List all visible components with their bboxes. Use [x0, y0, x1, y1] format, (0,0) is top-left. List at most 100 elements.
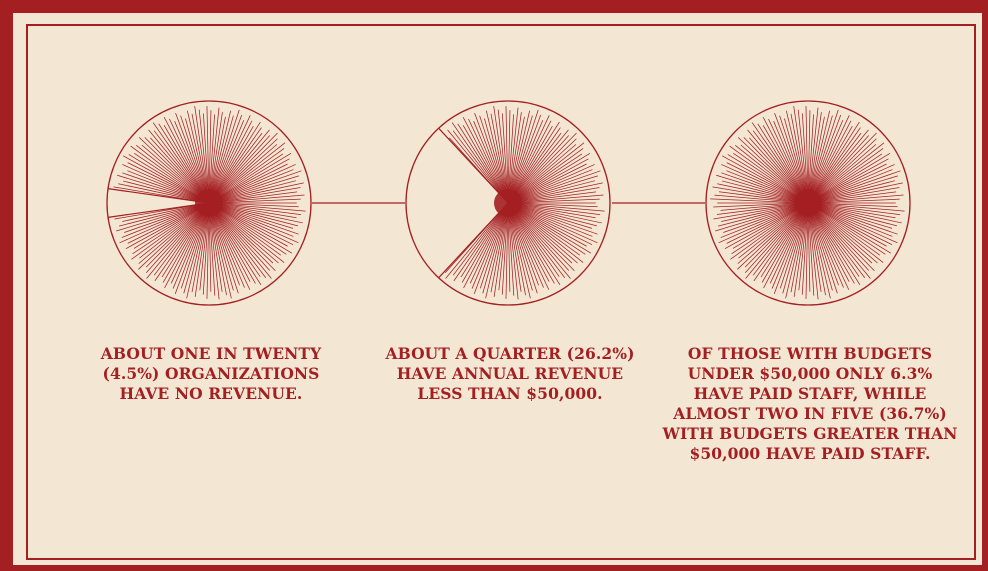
- radial-spoke: [473, 202, 509, 294]
- radial-spoke: [713, 202, 809, 220]
- radial-spoke: [726, 170, 809, 204]
- radial-spoke: [807, 202, 901, 216]
- radial-spoke: [208, 164, 296, 204]
- radial-spoke: [807, 182, 903, 204]
- radial-spoke: [807, 202, 839, 286]
- radial-spoke: [807, 138, 877, 204]
- radial-spoke: [752, 202, 809, 276]
- radial-spoke: [453, 202, 509, 282]
- radial-chart-no-revenue: [106, 100, 312, 306]
- radial-spoke: [752, 130, 809, 204]
- radial-spoke: [807, 202, 826, 296]
- radial-spoke: [498, 202, 509, 291]
- radial-spoke: [208, 202, 240, 286]
- radial-spoke: [208, 202, 245, 288]
- radial-spoke: [208, 202, 232, 299]
- radial-spoke: [208, 142, 286, 204]
- radial-spoke: [208, 115, 251, 204]
- radial-spoke: [507, 202, 593, 229]
- radial-spoke: [208, 148, 285, 204]
- radial-spoke: [507, 202, 522, 292]
- radial-spoke: [485, 110, 509, 204]
- radial-spoke: [807, 132, 862, 204]
- radial-spoke: [208, 202, 299, 244]
- radial-spoke: [807, 202, 811, 292]
- radial-spoke: [202, 113, 210, 204]
- radial-spoke: [208, 202, 302, 216]
- slice-edge: [107, 202, 210, 218]
- radial-spoke: [726, 202, 809, 244]
- radial-spoke: [208, 127, 262, 204]
- radial-spoke: [735, 145, 809, 204]
- radial-spoke: [208, 202, 261, 277]
- radial-spoke: [507, 202, 586, 255]
- radial-spoke: [507, 202, 538, 294]
- radial-spoke: [507, 158, 589, 204]
- radial-spoke: [208, 202, 256, 284]
- radial-spoke: [807, 202, 886, 255]
- radial-spoke: [121, 202, 210, 238]
- radial-spoke: [793, 106, 809, 204]
- radial-spoke: [507, 120, 552, 204]
- radial-spoke: [507, 202, 578, 264]
- radial-spoke: [208, 138, 278, 204]
- radial-spoke: [208, 129, 270, 204]
- radial-spoke: [208, 202, 299, 208]
- radial-spoke: [716, 202, 809, 215]
- radial-spoke: [807, 202, 860, 277]
- radial-spoke: [807, 202, 850, 282]
- radial-spoke: [127, 162, 210, 204]
- radial-spoke: [721, 180, 809, 204]
- radial-spoke: [507, 202, 566, 278]
- radial-spoke: [208, 202, 303, 224]
- radial-spoke: [807, 202, 892, 254]
- radial-spoke: [807, 175, 898, 204]
- radial-spoke: [194, 106, 210, 204]
- radial-spoke: [721, 164, 809, 204]
- radial-spoke: [807, 202, 855, 284]
- radial-spoke: [125, 202, 210, 250]
- radial-spoke: [153, 202, 210, 276]
- radial-spoke: [208, 202, 271, 271]
- radial-spoke: [807, 129, 869, 204]
- radial-spoke: [185, 118, 210, 204]
- radial-spoke: [507, 114, 542, 204]
- radial-spoke: [462, 116, 509, 204]
- radial-spoke: [753, 202, 809, 282]
- radial-spoke: [208, 202, 294, 246]
- radial-spoke: [807, 158, 889, 204]
- radial-spoke: [208, 153, 292, 204]
- radial-spoke: [134, 153, 210, 204]
- radial-spoke: [807, 202, 838, 294]
- radial-spoke: [208, 112, 223, 204]
- radial-spoke: [507, 202, 544, 288]
- radial-spoke: [713, 202, 809, 208]
- radial-spoke: [774, 112, 809, 204]
- radial-spoke: [769, 202, 809, 284]
- radial-spoke: [208, 202, 251, 282]
- radial-spoke: [779, 115, 809, 204]
- radial-spoke: [138, 137, 210, 204]
- radial-spoke: [452, 202, 509, 276]
- radial-spoke: [807, 109, 839, 204]
- radial-spoke: [507, 142, 585, 204]
- radial-spoke: [768, 118, 809, 204]
- radial-spoke: [507, 115, 533, 204]
- radial-spoke: [122, 164, 210, 204]
- radial-spoke: [122, 172, 210, 204]
- radial-spoke: [761, 202, 809, 283]
- radial-spoke: [183, 202, 210, 294]
- radial-spoke: [807, 132, 877, 204]
- radial-spoke: [170, 202, 210, 284]
- radial-spoke: [507, 202, 581, 256]
- radial-spoke: [507, 202, 598, 208]
- radial-spoke: [146, 202, 210, 279]
- chart-outline: [405, 100, 611, 306]
- radial-spoke: [208, 202, 294, 229]
- radial-spoke: [784, 118, 809, 204]
- radial-spoke: [714, 194, 809, 204]
- radial-spoke: [161, 202, 210, 278]
- radial-spoke: [507, 198, 600, 204]
- radial-spoke: [507, 202, 587, 247]
- radial-spoke: [208, 187, 301, 204]
